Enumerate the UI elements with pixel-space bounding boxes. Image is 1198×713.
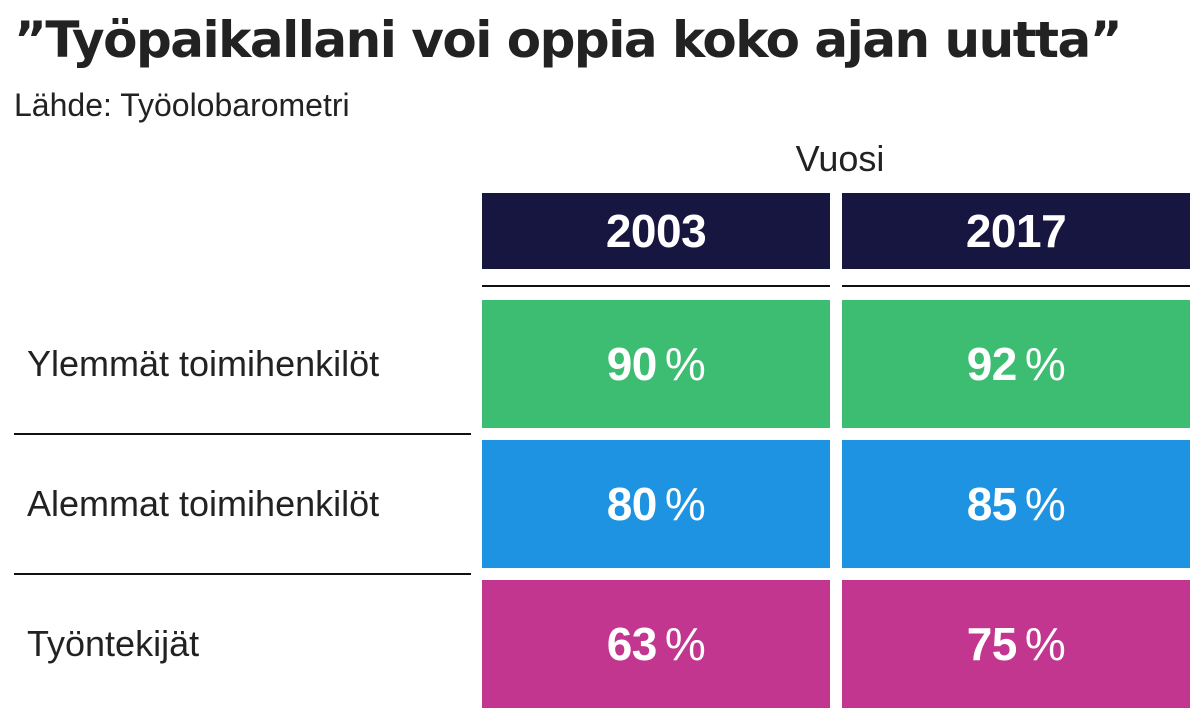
value-cell: 63% — [482, 580, 830, 708]
value-cell: 85% — [842, 440, 1190, 568]
value-cell: 92% — [842, 300, 1190, 428]
column-header-rule — [842, 285, 1190, 287]
value-number: 85 — [966, 478, 1018, 530]
column-header-2017: 2017 — [842, 193, 1190, 269]
row-divider — [14, 433, 471, 435]
value-number: 80 — [606, 478, 658, 530]
column-header-rule — [482, 285, 830, 287]
value-cell: 75% — [842, 580, 1190, 708]
row-label: Alemmat toimihenkilöt — [27, 483, 380, 524]
row-label: Työntekijät — [27, 623, 200, 664]
percent-sign: % — [1024, 618, 1066, 670]
value-number: 90 — [606, 338, 658, 390]
percent-sign: % — [664, 338, 706, 390]
value-number: 63 — [606, 618, 658, 670]
percent-sign: % — [1024, 478, 1066, 530]
chart-title: ”Työpaikallani voi oppia koko ajan uutta… — [14, 11, 1123, 69]
chart-source: Lähde: Työolobarometri — [14, 87, 350, 123]
percent-sign: % — [664, 478, 706, 530]
value-number: 75 — [966, 618, 1018, 670]
row-label: Ylemmät toimihenkilöt — [27, 343, 380, 384]
percent-sign: % — [664, 618, 706, 670]
value-cell: 80% — [482, 440, 830, 568]
column-group-label: Vuosi — [795, 138, 885, 179]
value-number: 92 — [966, 338, 1018, 390]
row-divider — [14, 573, 471, 575]
value-cell: 90% — [482, 300, 830, 428]
percent-sign: % — [1024, 338, 1066, 390]
column-header-2003: 2003 — [482, 193, 830, 269]
